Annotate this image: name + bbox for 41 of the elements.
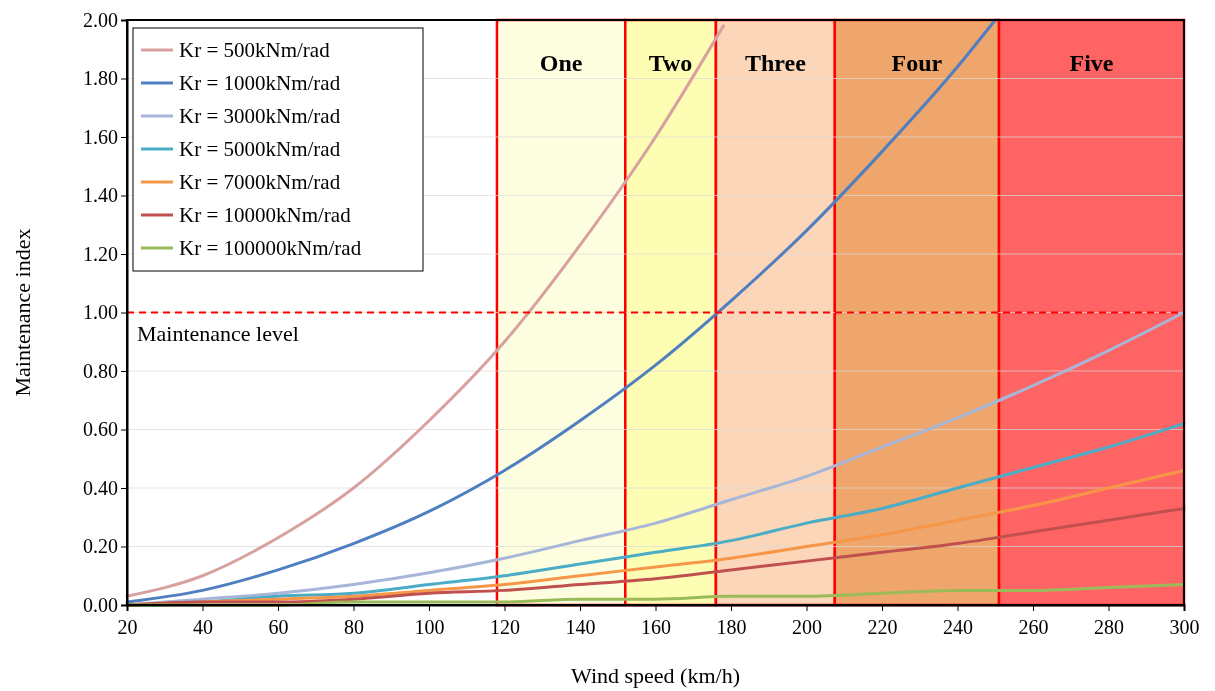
x-tick-label: 120 [490,616,520,638]
x-tick-label: 180 [716,616,747,638]
x-tick-label: 40 [193,616,213,638]
y-axis-title: Maintenance index [10,228,35,397]
x-tick-label: 220 [867,616,898,638]
legend-label: Kr = 3000kNm/rad [179,104,341,128]
y-tick-label: 1.00 [83,301,118,324]
y-tick-label: 2.00 [83,8,118,31]
y-tick-label: 1.60 [83,125,118,148]
x-tick-label: 140 [565,616,596,638]
y-tick-label: 1.80 [83,67,118,90]
band-label: Two [648,50,693,76]
y-tick-label: 1.20 [83,242,118,265]
y-tick-label: 0.40 [83,476,118,499]
legend-label: Kr = 100000kNm/rad [179,236,362,260]
x-tick-label: 260 [1018,616,1049,638]
x-tick-label: 280 [1094,616,1124,638]
y-tick-label: 0.60 [83,418,118,441]
x-tick-label: 60 [268,616,289,638]
y-tick-label: 0.80 [83,359,118,382]
band-label: One [539,50,583,76]
x-tick-label: 80 [344,616,364,638]
band-label: Three [744,50,807,76]
legend-label: Kr = 5000kNm/rad [179,137,341,161]
legend-label: Kr = 500kNm/rad [179,38,331,62]
x-tick-label: 200 [792,616,822,638]
x-tick-label: 300 [1169,616,1200,638]
x-tick-label: 100 [414,616,445,638]
band-label: Four [891,50,943,76]
band-label: Five [1069,50,1114,76]
legend-label: Kr = 1000kNm/rad [179,71,341,95]
x-tick-label: 160 [641,616,671,638]
legend-label: Kr = 10000kNm/rad [179,203,352,227]
y-tick-label: 0.00 [83,593,118,616]
x-axis-title: Wind speed (km/h) [571,663,740,688]
ref-line-label: Maintenance level [137,320,299,346]
y-tick-label: 0.20 [83,535,118,558]
y-tick-label: 1.40 [83,184,118,207]
legend-label: Kr = 7000kNm/rad [179,170,341,194]
x-tick-label: 240 [943,616,973,638]
x-tick-label: 20 [117,616,138,638]
